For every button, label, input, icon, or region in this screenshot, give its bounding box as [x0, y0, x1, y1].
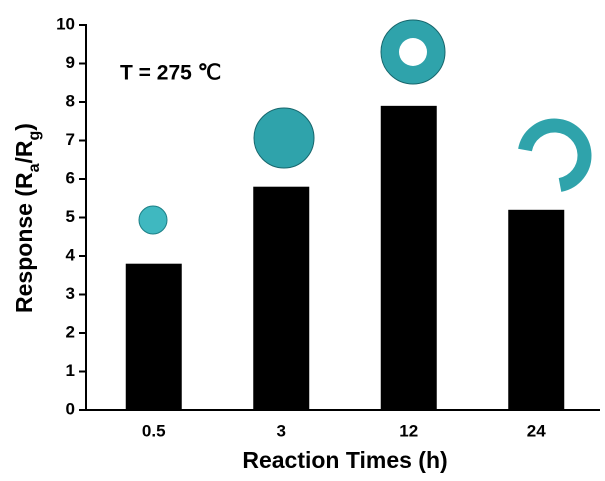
y-tick-label: 10 — [56, 14, 75, 33]
bar — [380, 105, 437, 410]
sphere-icon — [253, 107, 315, 169]
y-tick-label: 2 — [66, 322, 75, 341]
y-tick-label: 8 — [66, 91, 75, 110]
x-tick-label: 12 — [399, 421, 418, 440]
x-tick-label: 24 — [527, 421, 546, 440]
bar — [253, 186, 310, 410]
y-tick-label: 3 — [66, 284, 75, 303]
bar — [508, 209, 565, 410]
y-tick-label: 5 — [66, 207, 75, 226]
y-tick-label: 4 — [66, 245, 76, 264]
y-tick-label: 9 — [66, 53, 75, 72]
sphere-icon — [138, 205, 168, 235]
y-label-part: /R — [11, 140, 37, 163]
y-tick-label: 7 — [66, 130, 75, 149]
y-tick-label: 0 — [66, 399, 75, 418]
y-tick-label: 1 — [66, 361, 75, 380]
x-tick-label: 0.5 — [142, 421, 166, 440]
y-axis-label: Response (Ra/Rg) — [11, 123, 43, 313]
y-label-part: ) — [11, 123, 37, 131]
x-tick-label: 3 — [277, 421, 286, 440]
y-label-sub: g — [26, 131, 43, 141]
y-label-sub: a — [26, 163, 43, 172]
broken-sphere-icon — [518, 118, 592, 192]
y-tick-label: 6 — [66, 168, 75, 187]
illustrations — [138, 19, 592, 235]
bar — [125, 263, 182, 410]
y-label-part: Response (R — [11, 172, 37, 313]
hollow-center — [399, 38, 427, 66]
annotation: T = 275 ℃ — [120, 62, 221, 85]
x-axis-label: Reaction Times (h) — [242, 447, 447, 473]
